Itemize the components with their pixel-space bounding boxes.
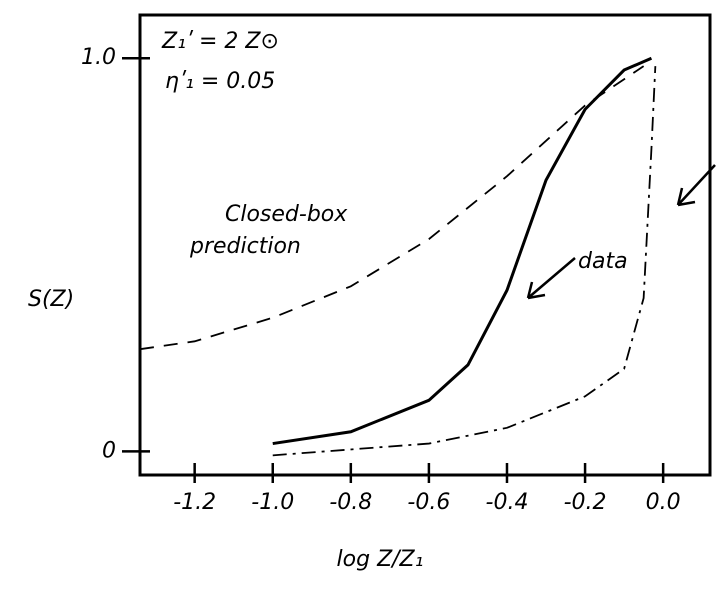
x-tick-label: -0.6 [407, 490, 450, 515]
arrow [676, 164, 716, 207]
x-axis-label: log Z/Z₁ [337, 547, 424, 572]
series-line [272, 56, 653, 446]
series-label: data [578, 249, 628, 274]
x-tick-label: -1.0 [251, 490, 294, 515]
annotation: Z₁ʹ = 2 Z⊙ [161, 29, 279, 54]
y-axis-label: S(Z) [28, 287, 74, 312]
arrow [526, 257, 576, 300]
y-tick-label: 1.0 [81, 45, 116, 70]
x-tick-label: -1.2 [173, 490, 216, 515]
annotation: ηʹ₁ = 0.05 [165, 69, 275, 94]
y-tick-label: 0 [102, 438, 116, 463]
x-tick-label: -0.4 [486, 490, 529, 515]
series-label: Closed-box prediction [189, 202, 348, 259]
x-tick-label: 0.0 [646, 490, 681, 515]
series-line [139, 65, 645, 351]
plot-frame [138, 13, 712, 477]
x-tick-label: -0.8 [329, 490, 372, 515]
x-tick-label: -0.2 [564, 490, 607, 515]
